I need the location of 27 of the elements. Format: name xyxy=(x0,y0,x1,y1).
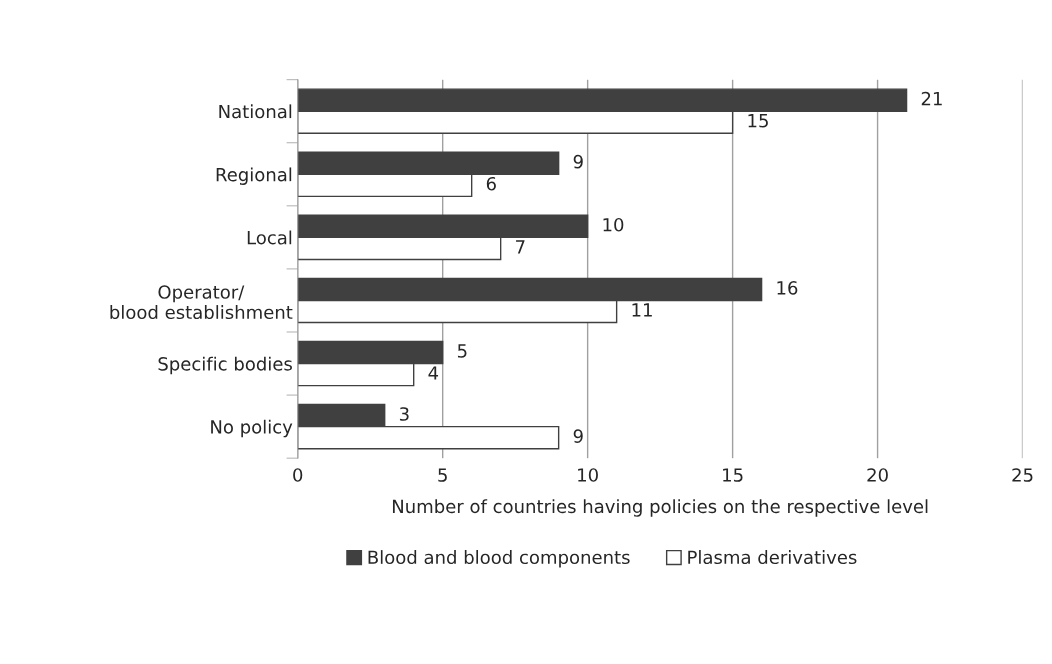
x-axis-title: Number of countries having policies on the respective level xyxy=(392,499,928,517)
y-tick-label: Regional xyxy=(216,167,292,185)
x-tick-label: 10 xyxy=(578,468,598,482)
data-label: 11 xyxy=(632,303,652,317)
data-label: 7 xyxy=(516,240,525,254)
legend-label: Blood and blood components xyxy=(368,550,630,568)
data-label: 16 xyxy=(777,281,798,295)
x-tick-label: 25 xyxy=(1012,468,1033,482)
data-label: 15 xyxy=(748,114,768,128)
x-tick-label: 5 xyxy=(438,468,447,482)
y-tick-label: Local xyxy=(247,230,292,245)
x-tick-label: 15 xyxy=(723,468,743,482)
data-label: 10 xyxy=(603,217,624,232)
data-label: 21 xyxy=(921,91,942,106)
y-tick-label: National xyxy=(219,104,292,119)
data-label: 9 xyxy=(573,429,583,443)
y-tick-label: No policy xyxy=(211,419,293,438)
y-tick-label: Operator/ blood establishment xyxy=(110,285,293,320)
data-label: 6 xyxy=(486,176,496,191)
data-label: 5 xyxy=(457,344,467,358)
data-label: 9 xyxy=(573,154,583,169)
legend-label: Plasma derivatives xyxy=(688,550,857,565)
y-tick-label: Specific bodies xyxy=(158,356,292,375)
data-label: 3 xyxy=(399,407,409,421)
x-tick-label: 0 xyxy=(293,468,303,482)
x-tick-label: 20 xyxy=(867,468,888,482)
data-label: 4 xyxy=(428,366,439,380)
